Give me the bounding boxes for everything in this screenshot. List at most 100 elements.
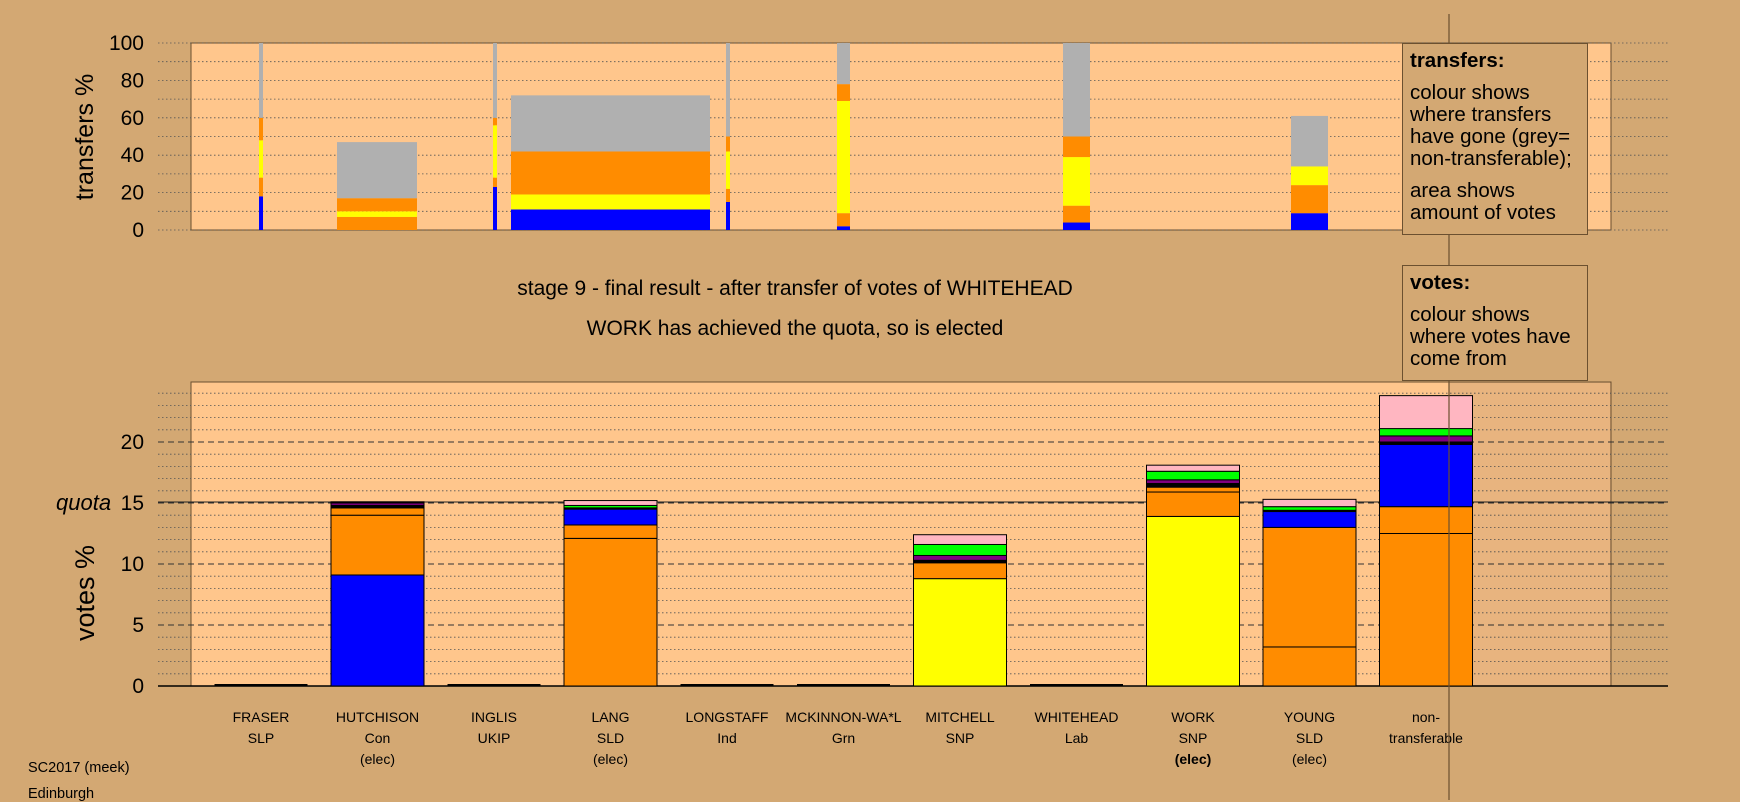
transfer-segment [337, 142, 417, 199]
transfer-segment [1063, 222, 1090, 230]
category-party-label: SNP [946, 730, 975, 746]
transfer-segment [259, 140, 263, 178]
footer-election: SC2017 (meek) [28, 760, 130, 776]
transfer-segment [837, 100, 850, 214]
category-name-label: WORK [1171, 709, 1215, 725]
vote-segment [1379, 428, 1473, 437]
transfer-segment [511, 209, 710, 230]
transfer-segment [511, 95, 710, 152]
votes-tick-label: 10 [121, 553, 144, 576]
transfers-legend: transfers: colour shows where transfers … [1402, 43, 1588, 235]
status-title: WORK has achieved the quota, so is elect… [586, 317, 1004, 340]
transfer-segment [726, 43, 730, 137]
category-name-label: WHITEHEAD [1035, 709, 1119, 725]
category-name-label: non- [1412, 709, 1440, 725]
category-status-label: (elec) [593, 751, 628, 767]
transfer-segment [726, 188, 730, 202]
vote-segment [1379, 435, 1473, 443]
vote-segment [913, 562, 1007, 580]
vote-segment [563, 508, 658, 526]
category-name-label: YOUNG [1284, 709, 1335, 725]
transfer-segment [259, 43, 263, 118]
transfers-tick-label: 100 [109, 32, 144, 55]
category-name-label: FRASER [233, 709, 290, 725]
transfers-chart: 0 20 40 60 80 100 transfers % [71, 32, 1668, 242]
transfers-axis-label: transfers % [71, 74, 99, 200]
category-party-label: Ind [717, 730, 736, 746]
vote-segment [1146, 486, 1240, 493]
transfer-segment [726, 136, 730, 152]
transfer-segment [493, 117, 497, 126]
transfers-tick-label: 0 [132, 219, 144, 242]
votes-tick-label: 15 [121, 492, 144, 515]
transfer-segment [337, 216, 417, 230]
stage-title: stage 9 - final result - after transfer … [517, 277, 1073, 300]
transfer-segment [337, 211, 417, 217]
transfer-segment [1063, 205, 1090, 223]
transfer-segment [493, 43, 497, 118]
transfer-segment [259, 196, 263, 230]
vote-segment [913, 534, 1007, 545]
vote-segment [330, 514, 425, 576]
transfer-segment [1291, 115, 1328, 167]
votes-tick-label: 5 [132, 614, 144, 637]
category-status-label: (elec) [1292, 751, 1327, 767]
category-name-label: MITCHELL [925, 709, 994, 725]
category-party-label: UKIP [478, 730, 511, 746]
vote-segment [1379, 506, 1473, 535]
vote-segment [913, 543, 1007, 556]
vote-segment [1379, 443, 1473, 508]
vote-segment [1262, 526, 1357, 648]
transfer-segment [837, 213, 850, 227]
transfers-tick-label: 60 [121, 107, 144, 130]
vote-segment [1262, 511, 1357, 528]
category-party-label: Grn [832, 730, 855, 746]
category-name-label: HUTCHISON [336, 709, 419, 725]
transfer-segment [726, 151, 730, 189]
vote-segment [1262, 646, 1357, 687]
transfer-segment [493, 125, 497, 178]
vote-segment [1146, 464, 1240, 472]
vote-segment [1146, 491, 1240, 517]
category-name-label: LANG [591, 709, 629, 725]
category-party-label: SNP [1179, 730, 1208, 746]
vote-segment [1146, 470, 1240, 481]
votes-tick-label: 20 [121, 431, 144, 454]
category-name-label: LONGSTAFF [686, 709, 769, 725]
category-party-label: Con [365, 730, 391, 746]
vote-segment [330, 501, 425, 504]
votes-tick-label: 0 [132, 675, 144, 698]
transfer-segment [493, 177, 497, 187]
votes-legend: votes: colour shows where votes have com… [1402, 265, 1588, 381]
vote-segment [563, 524, 658, 539]
transfer-segment [259, 177, 263, 197]
votes-legend-heading: votes: [1410, 271, 1471, 294]
category-party-label: Lab [1065, 730, 1089, 746]
transfer-segment [837, 84, 850, 101]
category-party-label: transferable [1389, 730, 1463, 746]
vote-segment [563, 537, 658, 687]
transfer-segment [726, 201, 730, 230]
vote-segment [1146, 515, 1240, 687]
votes-legend-text1: colour shows where votes have come from [1410, 303, 1571, 370]
category-party-label: SLD [597, 730, 624, 746]
transfers-legend-text2: area shows amount of votes [1410, 179, 1556, 224]
transfers-tick-label: 40 [121, 144, 144, 167]
vote-segment [913, 578, 1007, 687]
category-party-label: SLD [1296, 730, 1323, 746]
vote-segment [330, 507, 425, 516]
vote-segment [1379, 395, 1473, 430]
transfer-segment [1063, 157, 1090, 206]
vote-segment [1379, 533, 1473, 687]
votes-axis-label: votes % [70, 545, 100, 641]
quota-label: quota [56, 490, 111, 515]
transfers-tick-label: 20 [121, 182, 144, 205]
vote-segment [1262, 506, 1357, 511]
transfer-segment [837, 226, 850, 230]
vote-segment [1146, 479, 1240, 484]
transfer-segment [511, 194, 710, 210]
vote-segment [913, 554, 1007, 561]
vote-segment [563, 500, 658, 506]
transfer-segment [493, 186, 497, 230]
